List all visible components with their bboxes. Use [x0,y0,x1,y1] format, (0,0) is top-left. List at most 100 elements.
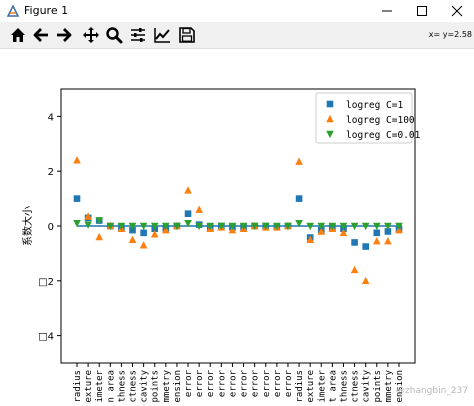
data-point [139,222,148,231]
data-point [350,222,359,231]
x-tick-label: error [284,369,294,397]
data-point [384,222,392,231]
x-tick-label: n area [106,370,116,402]
subplots-button[interactable] [128,25,148,45]
home-button[interactable] [8,25,28,45]
x-tick-label: error [262,369,272,397]
x-tick-label: mmetry [384,369,394,402]
data-point [184,186,192,194]
data-point [361,222,370,231]
data-point [361,276,370,285]
toolbar: x= y=2.58 [0,22,474,49]
x-tick-label: radius [295,370,305,402]
data-point [295,157,303,165]
app-icon [6,4,20,17]
data-point [95,217,104,225]
data-point [328,222,337,231]
x-tick-label: cavity [140,369,150,402]
data-point [184,210,192,217]
data-point [339,228,348,237]
figure-canvas[interactable]: □4 □2 0 2 4 系数大小 radius exture imeter n area thnes… [0,49,474,403]
data-point [384,228,392,235]
legend-label: logreg C=100 [346,115,415,126]
data-point [173,222,181,231]
x-tick-label: points [373,370,383,402]
pan-button[interactable] [81,25,101,45]
data-point [139,241,148,249]
y-tick-label: 0 [48,222,54,233]
x-tick-label: thness [117,370,127,402]
data-point [228,222,237,231]
legend-marker [326,114,334,123]
data-point [306,235,314,243]
data-point [73,156,81,164]
x-tick-label: error [184,369,194,397]
y-tick-label: □4 [38,332,54,343]
minimize-button[interactable] [370,0,404,22]
back-button[interactable] [31,25,51,45]
data-point [350,265,359,274]
x-tick-label: radius [73,370,83,402]
legend-label: logreg C=1 [346,100,403,111]
edit-curves-button[interactable] [152,25,172,45]
data-point [206,222,215,231]
close-button[interactable] [440,0,474,22]
x-tick-label: error [228,369,238,397]
data-point [273,222,281,231]
data-point [351,239,358,246]
x-tick-label: ension [173,370,183,402]
coordinate-readout: x= y=2.58 [428,30,472,39]
save-button[interactable] [177,25,197,45]
legend-marker [326,100,334,108]
title-bar: Figure 1 [0,0,474,22]
data-point [150,230,159,238]
data-point [73,219,81,228]
x-tick-label: ctness [351,370,361,402]
line-chart-icon [154,28,170,43]
data-point [95,232,104,241]
data-point [362,243,369,250]
data-point [239,222,248,231]
x-tick-label: error [273,369,283,397]
y-tick-label: 2 [48,167,54,178]
x-tick-label: imeter [95,369,105,402]
x-tick-label: error [251,369,261,397]
data-point [195,205,203,213]
data-point [195,222,203,231]
data-point [106,222,115,231]
data-point [372,236,381,245]
y-tick-label: 4 [48,112,54,123]
data-point [128,235,137,243]
x-tick-label: mmetry [162,369,172,402]
arrow-right-icon [57,28,72,42]
x-tick-label: error [195,369,205,397]
move-icon [83,27,99,43]
legend-label: logreg C=0.01 [346,130,421,141]
data-point [250,222,259,231]
data-point [384,236,392,245]
legend-box [315,92,413,144]
x-tick-label: error [206,369,216,397]
close-icon [451,5,463,17]
data-point [140,229,147,237]
data-point [184,219,192,228]
data-point [372,222,381,231]
data-point [84,221,92,229]
zoom-button[interactable] [104,25,124,45]
data-point [162,222,170,231]
data-point [73,195,81,202]
data-point [284,222,292,231]
zoom-icon [106,27,123,44]
forward-button[interactable] [54,25,74,45]
data-point [373,229,381,237]
minimize-icon [382,10,392,12]
legend-marker [326,130,334,139]
arrow-left-icon [33,28,48,42]
x-tick-label: error [217,369,227,397]
data-point [261,222,270,231]
maximize-button[interactable] [405,0,439,22]
x-tick-label: error [240,369,250,397]
x-tick-label: ctness [129,370,139,402]
data-point [295,219,303,228]
